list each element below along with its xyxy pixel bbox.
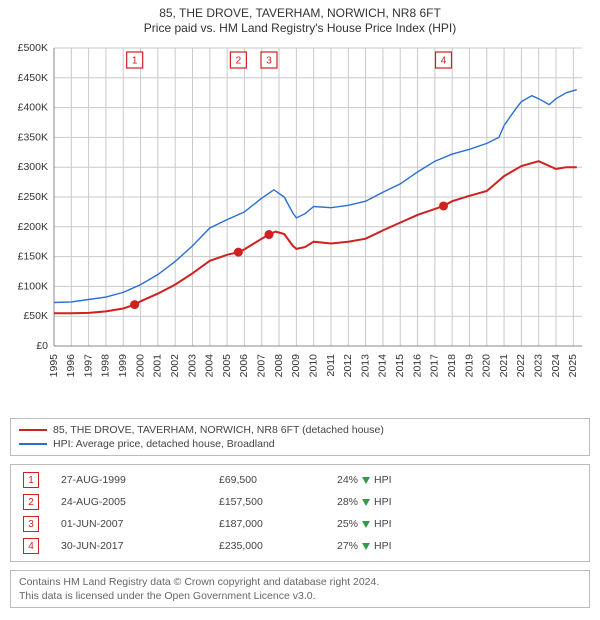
chart-title: 85, THE DROVE, TAVERHAM, NORWICH, NR8 6F…: [10, 6, 590, 36]
svg-text:2025: 2025: [567, 354, 579, 378]
svg-text:£0: £0: [36, 340, 48, 352]
chart-svg: £0 £50K £100K £150K £200K £250K £300K £350K £400…: [10, 40, 590, 410]
svg-text:2023: 2023: [533, 354, 545, 378]
table-row: 4 30-JUN-2017 £235,000 27%HPI: [19, 535, 581, 557]
svg-text:2005: 2005: [221, 354, 233, 378]
svg-text:1995: 1995: [48, 354, 60, 378]
marker-hpi-delta: 24%HPI: [337, 474, 581, 486]
title-line1: 85, THE DROVE, TAVERHAM, NORWICH, NR8 6F…: [10, 6, 590, 21]
svg-text:2007: 2007: [256, 354, 268, 378]
legend-row: HPI: Average price, detached house, Broa…: [19, 437, 581, 451]
svg-text:3: 3: [266, 56, 272, 67]
svg-text:2019: 2019: [463, 354, 475, 378]
legend: 85, THE DROVE, TAVERHAM, NORWICH, NR8 6F…: [10, 418, 590, 456]
svg-text:2: 2: [236, 56, 242, 67]
marker-index: 1: [23, 472, 39, 488]
svg-text:£100K: £100K: [18, 280, 48, 292]
marker-hpi-delta: 27%HPI: [337, 540, 581, 552]
svg-text:2006: 2006: [238, 354, 250, 378]
svg-text:2022: 2022: [515, 354, 527, 378]
svg-text:2015: 2015: [394, 354, 406, 378]
svg-text:2000: 2000: [134, 354, 146, 378]
page: 85, THE DROVE, TAVERHAM, NORWICH, NR8 6F…: [0, 0, 600, 620]
svg-text:1997: 1997: [82, 354, 94, 378]
marker-date: 30-JUN-2017: [61, 540, 211, 552]
marker-hpi-delta: 28%HPI: [337, 496, 581, 508]
marker-price: £69,500: [219, 474, 329, 486]
svg-text:2017: 2017: [429, 354, 441, 378]
svg-text:£400K: £400K: [18, 102, 48, 114]
legend-swatch-red: [19, 429, 47, 431]
svg-text:1998: 1998: [100, 354, 112, 378]
marker-index: 2: [23, 494, 39, 510]
svg-text:£300K: £300K: [18, 161, 48, 173]
svg-text:£200K: £200K: [18, 221, 48, 233]
svg-text:2010: 2010: [307, 354, 319, 378]
svg-text:4: 4: [441, 56, 447, 67]
attribution-line2: This data is licensed under the Open Gov…: [19, 590, 316, 602]
svg-text:2004: 2004: [204, 354, 216, 378]
marker-price: £157,500: [219, 496, 329, 508]
svg-text:£50K: £50K: [23, 310, 48, 322]
table-row: 1 27-AUG-1999 £69,500 24%HPI: [19, 469, 581, 491]
svg-text:2009: 2009: [290, 354, 302, 378]
title-line2: Price paid vs. HM Land Registry's House …: [10, 21, 590, 36]
svg-text:2024: 2024: [550, 354, 562, 378]
attribution: Contains HM Land Registry data © Crown c…: [10, 570, 590, 608]
marker-date: 24-AUG-2005: [61, 496, 211, 508]
svg-text:2001: 2001: [152, 354, 164, 378]
svg-text:1: 1: [132, 56, 138, 67]
arrow-down-icon: [362, 521, 370, 528]
svg-text:£250K: £250K: [18, 191, 48, 203]
svg-text:2021: 2021: [498, 354, 510, 378]
svg-text:1999: 1999: [117, 354, 129, 378]
svg-text:2002: 2002: [169, 354, 181, 378]
legend-label: HPI: Average price, detached house, Broa…: [53, 438, 275, 450]
chart: £0 £50K £100K £150K £200K £250K £300K £350K £400…: [10, 40, 590, 410]
svg-text:£150K: £150K: [18, 251, 48, 263]
marker-index: 3: [23, 516, 39, 532]
svg-text:2012: 2012: [342, 354, 354, 378]
table-row: 3 01-JUN-2007 £187,000 25%HPI: [19, 513, 581, 535]
marker-index: 4: [23, 538, 39, 554]
marker-date: 01-JUN-2007: [61, 518, 211, 530]
svg-text:2011: 2011: [325, 354, 337, 377]
marker-price: £187,000: [219, 518, 329, 530]
marker-date: 27-AUG-1999: [61, 474, 211, 486]
svg-text:£450K: £450K: [18, 72, 48, 84]
svg-text:2003: 2003: [186, 354, 198, 378]
arrow-down-icon: [362, 499, 370, 506]
attribution-line1: Contains HM Land Registry data © Crown c…: [19, 576, 379, 588]
svg-text:£350K: £350K: [18, 131, 48, 143]
svg-text:2008: 2008: [273, 354, 285, 378]
svg-text:2018: 2018: [446, 354, 458, 378]
marker-price: £235,000: [219, 540, 329, 552]
legend-swatch-blue: [19, 443, 47, 445]
arrow-down-icon: [362, 477, 370, 484]
svg-text:1996: 1996: [65, 354, 77, 378]
svg-text:2013: 2013: [359, 354, 371, 378]
legend-label: 85, THE DROVE, TAVERHAM, NORWICH, NR8 6F…: [53, 424, 384, 436]
marker-table: 1 27-AUG-1999 £69,500 24%HPI 2 24-AUG-2005 £15…: [10, 464, 590, 562]
svg-text:2016: 2016: [411, 354, 423, 378]
svg-text:2014: 2014: [377, 354, 389, 378]
marker-hpi-delta: 25%HPI: [337, 518, 581, 530]
svg-text:£500K: £500K: [18, 42, 48, 54]
arrow-down-icon: [362, 543, 370, 550]
legend-row: 85, THE DROVE, TAVERHAM, NORWICH, NR8 6F…: [19, 423, 581, 437]
table-row: 2 24-AUG-2005 £157,500 28%HPI: [19, 491, 581, 513]
svg-text:2020: 2020: [481, 354, 493, 378]
